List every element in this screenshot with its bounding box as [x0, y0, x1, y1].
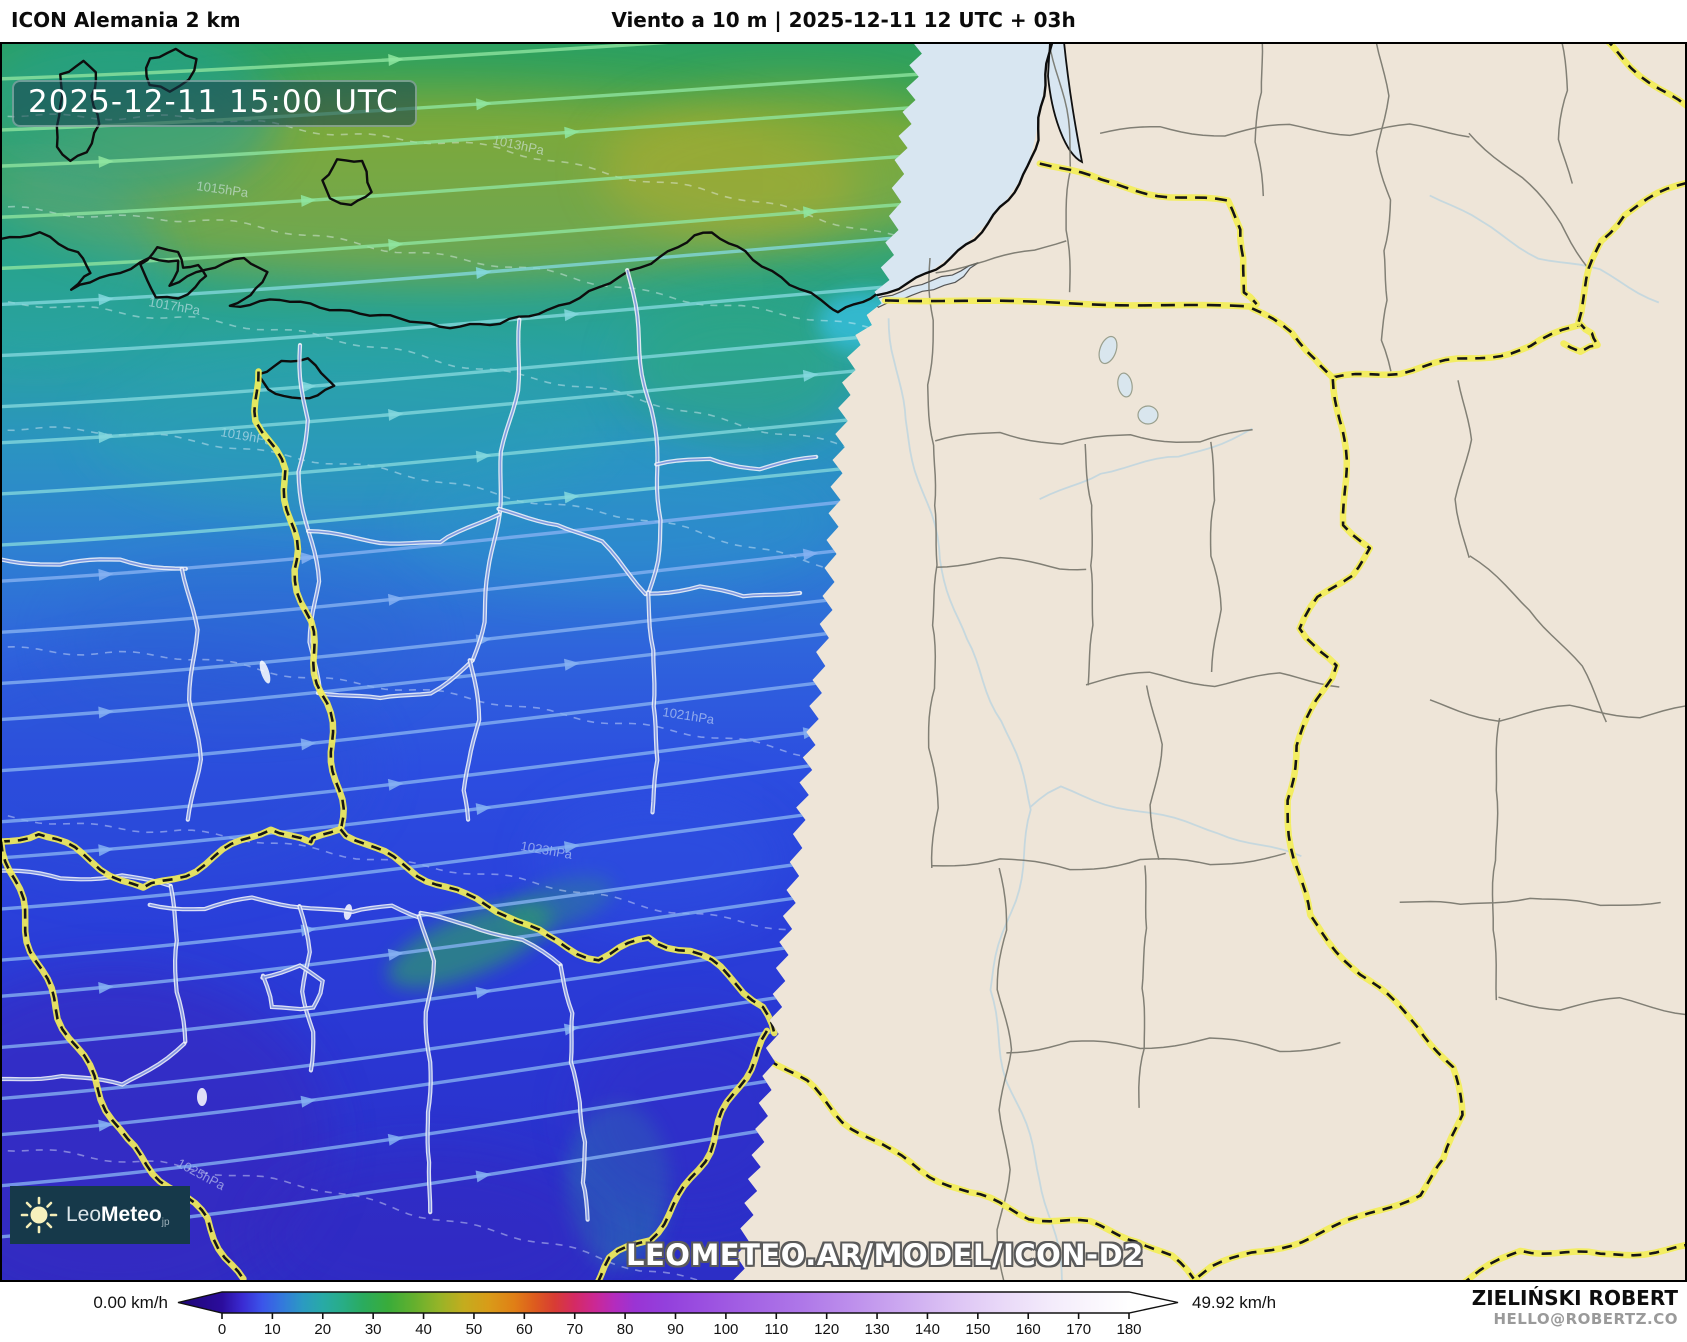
timestamp-overlay: 2025-12-11 15:00 UTC [12, 80, 417, 127]
svg-text:40: 40 [415, 1321, 432, 1337]
admin-borders-domain [0, 268, 819, 1222]
svg-text:1015hPa: 1015hPa [196, 178, 250, 200]
colorbar-gradient [177, 1291, 1179, 1314]
colorbar-ticks: 0 10 20 30 40 50 60 70 80 90 100 110 120 130 140 150 160… [218, 1313, 1142, 1338]
svg-text:0: 0 [218, 1321, 226, 1337]
credit-email: HELLO@ROBERTZ.CO [1493, 1310, 1678, 1328]
svg-text:90: 90 [667, 1321, 684, 1337]
svg-text:50: 50 [466, 1321, 483, 1337]
svg-text:100: 100 [713, 1321, 738, 1337]
svg-text:20: 20 [314, 1321, 331, 1337]
sun-icon [20, 1196, 58, 1234]
svg-text:10: 10 [264, 1321, 281, 1337]
map-canvas: 1013hPa1015hPa1017hPa1019hPa1021hPa1023h… [0, 35, 1687, 1289]
svg-text:130: 130 [865, 1321, 890, 1337]
svg-text:180: 180 [1116, 1321, 1141, 1337]
colorbar-min-label: 0.00 km/h [93, 1293, 168, 1312]
svg-text:60: 60 [516, 1321, 533, 1337]
svg-text:30: 30 [365, 1321, 382, 1337]
model-label: ICON Alemania 2 km [11, 8, 241, 32]
watermark: LEOMETEO.AR/MODEL/ICON-D2 [626, 1238, 1144, 1272]
colorbar: 0 10 20 30 40 50 60 70 80 90 100 110 120 130 140 150 160… [93, 1291, 1276, 1338]
admin-borders-outside [926, 41, 1687, 1283]
rivers [887, 194, 1660, 1283]
svg-text:120: 120 [814, 1321, 839, 1337]
colorbar-max-label: 49.92 km/h [1192, 1293, 1276, 1312]
leometeo-logo: LeoMeteojp [10, 1186, 190, 1244]
wind-field: 1013hPa1015hPa1017hPa1019hPa1021hPa1023h… [0, 42, 922, 1282]
run-title: Viento a 10 m | 2025-12-11 12 UTC + 03h [611, 8, 1076, 32]
svg-text:160: 160 [1016, 1321, 1041, 1337]
svg-text:110: 110 [764, 1321, 788, 1337]
svg-text:80: 80 [617, 1321, 634, 1337]
svg-text:150: 150 [965, 1321, 990, 1337]
svg-text:140: 140 [915, 1321, 940, 1337]
credit-block: ZIELIŃSKI ROBERT HELLO@ROBERTZ.CO [1472, 1286, 1678, 1328]
weather-map: 1013hPa 1015hPa 1017hPa 1019hPa 1021hPa 1023h… [0, 35, 1687, 1289]
credit-name: ZIELIŃSKI ROBERT [1471, 1286, 1678, 1310]
country-borders-domain [0, 368, 778, 1282]
coastlines [0, 47, 909, 400]
country-borders-outside [765, 35, 1687, 1289]
footer-bar: 0 10 20 30 40 50 60 70 80 90 100 110 120 130 140 150 160… [0, 1282, 1687, 1338]
logo-wordmark: LeoMeteojp [66, 1202, 170, 1228]
svg-text:170: 170 [1066, 1321, 1091, 1337]
svg-text:70: 70 [566, 1321, 583, 1337]
header-bar: ICON Alemania 2 km Viento a 10 m | 2025-… [0, 0, 1687, 42]
